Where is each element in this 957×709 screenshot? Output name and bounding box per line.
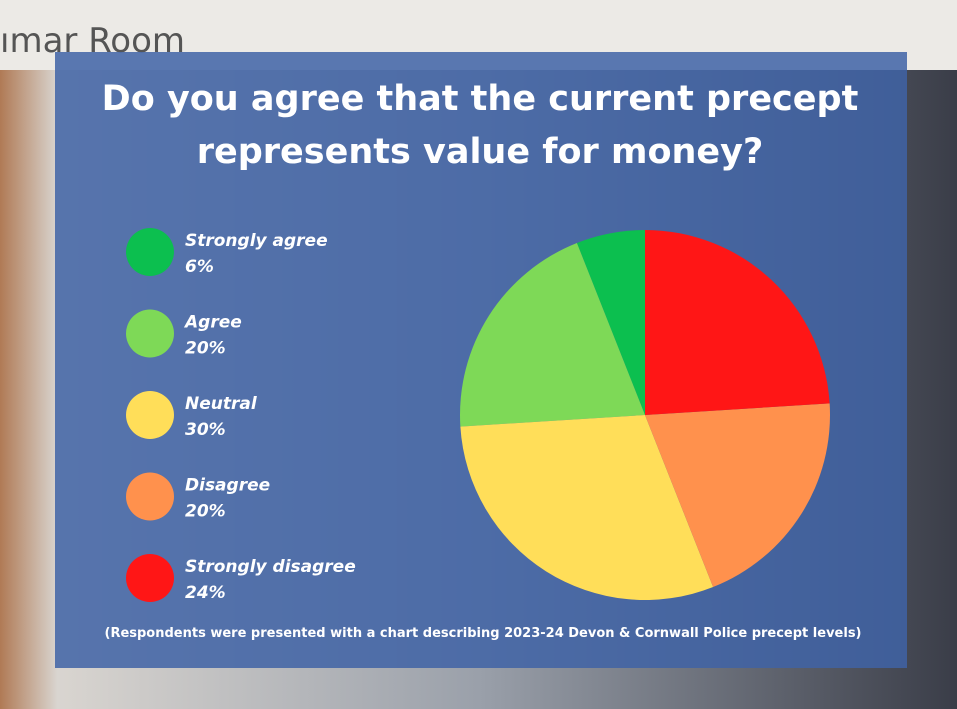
- chart-title: represents value for money?: [197, 132, 764, 172]
- legend-label: Strongly agree: [185, 231, 328, 251]
- pie-slice: [576, 230, 645, 415]
- pie-slice: [460, 415, 714, 601]
- legend-label: Disagree: [185, 476, 270, 496]
- legend-swatch: [126, 554, 174, 602]
- pie-slice: [645, 403, 830, 588]
- legend-swatch: [126, 391, 174, 439]
- legend-label: Strongly disagree: [185, 557, 356, 577]
- legend-swatch: [126, 228, 174, 276]
- legend-value: 30%: [185, 420, 226, 440]
- legend-swatch: [126, 472, 174, 521]
- legend-swatch: [126, 309, 174, 358]
- chart-title: Do you agree that the current precept: [102, 79, 859, 119]
- legend-label: Agree: [183, 313, 242, 333]
- legend-value: 24%: [185, 583, 226, 603]
- legend-value: 6%: [185, 257, 214, 277]
- legend-value: 20%: [185, 339, 226, 359]
- pie-slice: [460, 242, 645, 427]
- footnote: (Respondents were presented with a chart…: [105, 626, 862, 641]
- legend-label: Neutral: [185, 394, 258, 414]
- pie-slice: [645, 230, 830, 415]
- legend-value: 20%: [185, 502, 226, 522]
